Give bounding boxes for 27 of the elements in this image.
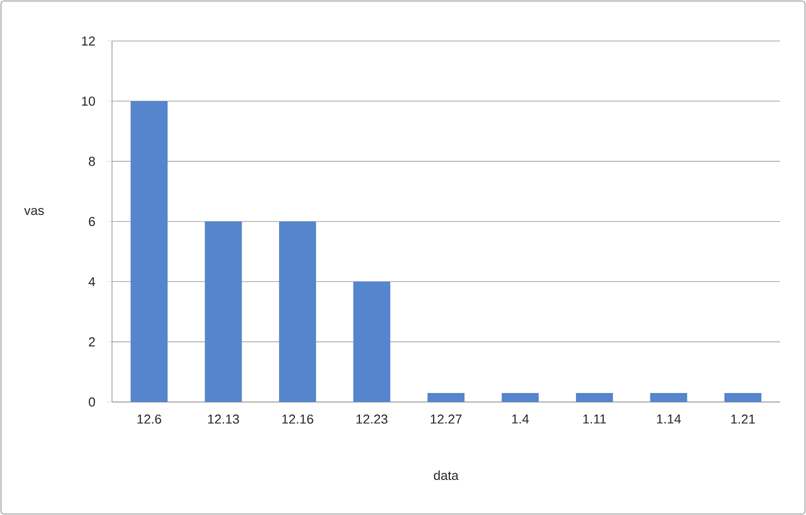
bar bbox=[724, 392, 762, 402]
bar bbox=[650, 392, 688, 402]
x-tick-label: 1.21 bbox=[731, 414, 755, 424]
bar bbox=[130, 101, 168, 402]
bar bbox=[502, 392, 539, 402]
x-tick-label: 1.14 bbox=[657, 414, 681, 424]
x-tick-label: 1.11 bbox=[583, 414, 606, 424]
y-tick-label: 4 bbox=[88, 277, 96, 286]
x-tick-label: 12.6 bbox=[138, 414, 162, 424]
bar bbox=[576, 392, 613, 402]
x-tick-label: 1.4 bbox=[512, 414, 529, 424]
y-tick-label: 8 bbox=[88, 156, 95, 166]
x-tick-label: 12.13 bbox=[208, 414, 239, 424]
x-tick-label: 12.23 bbox=[356, 414, 388, 424]
y-tick-label: 12 bbox=[82, 36, 95, 46]
y-tick-label: 0 bbox=[88, 397, 95, 407]
y-axis-title: vas bbox=[24, 208, 44, 216]
x-axis-title: data bbox=[434, 470, 459, 480]
bar bbox=[204, 221, 242, 402]
y-tick-label: 10 bbox=[82, 96, 95, 106]
bar bbox=[353, 282, 390, 402]
bar bbox=[428, 392, 465, 402]
x-tick-label: 12.27 bbox=[430, 414, 462, 424]
y-tick-label: 6 bbox=[88, 216, 95, 226]
y-tick-label: 2 bbox=[88, 337, 95, 346]
bar bbox=[279, 221, 316, 402]
x-tick-label: 12.16 bbox=[282, 414, 314, 424]
